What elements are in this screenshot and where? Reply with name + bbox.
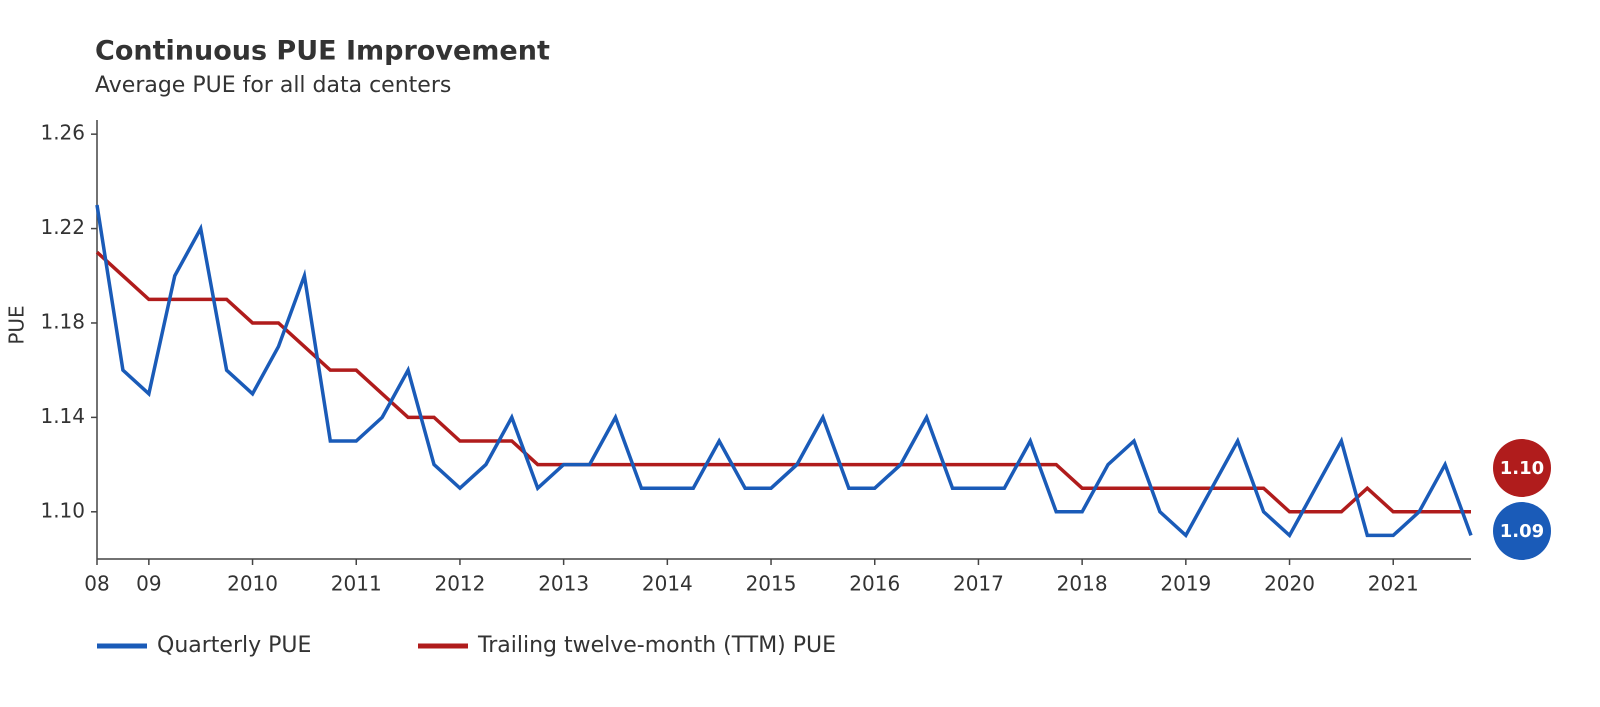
chart-subtitle: Average PUE for all data centers bbox=[95, 73, 451, 98]
x-tick-label: 2015 bbox=[746, 572, 797, 596]
y-tick-label: 1.10 bbox=[40, 498, 85, 522]
x-tick-label: 2011 bbox=[331, 572, 382, 596]
y-tick-label: 1.18 bbox=[40, 309, 85, 333]
end-badge-label: 1.09 bbox=[1500, 521, 1544, 542]
x-tick-label: 2019 bbox=[1160, 572, 1211, 596]
end-badge bbox=[1493, 502, 1551, 560]
x-tick-label: 2013 bbox=[538, 572, 589, 596]
legend-label: Trailing twelve-month (TTM) PUE bbox=[477, 633, 836, 658]
x-tick-label: 2017 bbox=[953, 572, 1004, 596]
y-axis-label: PUE bbox=[5, 305, 29, 344]
series-line bbox=[95, 250, 1471, 514]
end-badge-label: 1.10 bbox=[1500, 458, 1544, 479]
x-tick-label: 2016 bbox=[849, 572, 900, 596]
y-tick-label: 1.26 bbox=[40, 121, 85, 145]
series-line bbox=[95, 204, 1473, 539]
x-tick-label: 2018 bbox=[1057, 572, 1108, 596]
legend-label: Quarterly PUE bbox=[157, 633, 311, 658]
x-tick-label: 2014 bbox=[642, 572, 693, 596]
x-tick-label: 08 bbox=[84, 572, 109, 596]
x-tick-label: 2012 bbox=[434, 572, 485, 596]
x-tick-label: 2021 bbox=[1368, 572, 1419, 596]
y-tick-label: 1.14 bbox=[40, 404, 85, 428]
chart-title: Continuous PUE Improvement bbox=[95, 36, 550, 67]
y-tick-label: 1.22 bbox=[40, 215, 85, 239]
x-tick-label: 2020 bbox=[1264, 572, 1315, 596]
x-tick-label: 2010 bbox=[227, 572, 278, 596]
x-tick-label: 09 bbox=[136, 572, 161, 596]
end-badge bbox=[1493, 439, 1551, 497]
